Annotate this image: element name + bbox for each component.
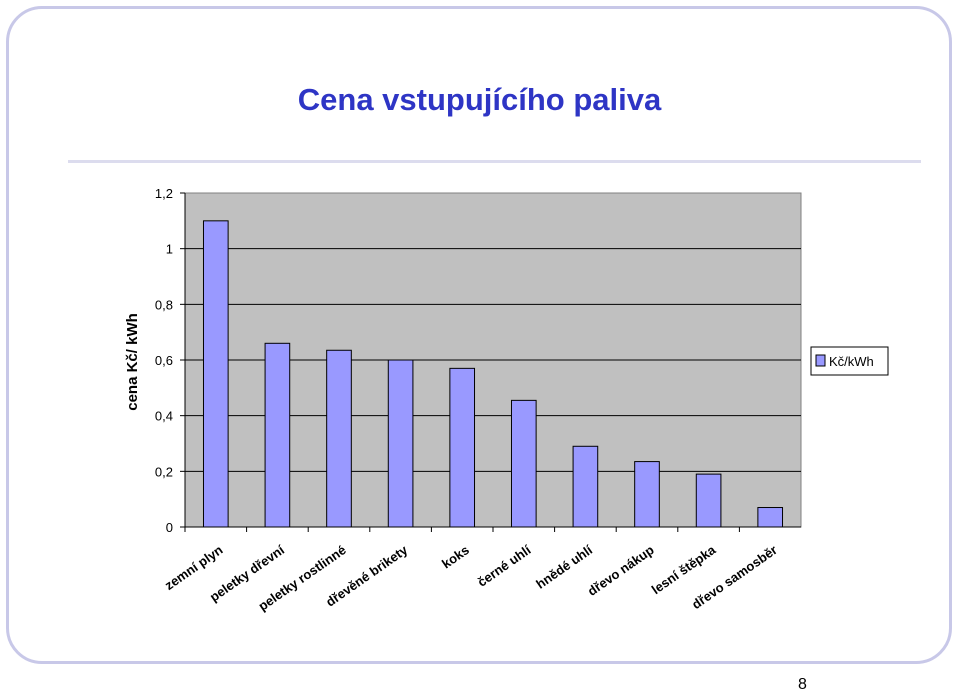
bar-8	[695, 473, 722, 528]
x-tick-label: koks	[439, 542, 472, 571]
y-tick-label: 0,6	[155, 353, 173, 368]
y-axis-title: cena Kč/ kWh	[124, 313, 141, 411]
bar-9	[757, 507, 784, 528]
legend-swatch	[815, 354, 826, 367]
bar-1	[264, 342, 291, 528]
x-tick-label: dřevo nákup	[585, 542, 657, 599]
bar-6	[572, 445, 599, 528]
bar-0	[202, 220, 229, 528]
bar-3	[387, 359, 414, 528]
bar-4	[449, 367, 476, 528]
bar-5	[510, 399, 537, 528]
bar-2	[326, 349, 352, 528]
legend: Kč/kWh	[810, 346, 889, 376]
y-tick-label: 0,2	[155, 464, 173, 479]
y-tick-label: 0,8	[155, 297, 173, 312]
x-tick-label: černé uhlí	[475, 542, 534, 590]
slide-title: Cena vstupujícího paliva	[297, 82, 662, 117]
x-tick-label: hnědé uhlí	[533, 542, 595, 592]
page-number: 8	[798, 676, 807, 693]
y-tick-label: 1	[166, 242, 173, 257]
y-tick-label: 0,4	[155, 409, 173, 424]
y-tick-label: 1,2	[155, 186, 173, 201]
title-divider	[68, 160, 921, 163]
legend-label: Kč/kWh	[829, 354, 874, 369]
y-axis-ticks: 0 0,2 0,4 0,6 0,8 1 1,2	[155, 186, 185, 535]
bar-7	[634, 461, 660, 528]
y-tick-label: 0	[166, 520, 173, 535]
bars	[202, 220, 784, 528]
